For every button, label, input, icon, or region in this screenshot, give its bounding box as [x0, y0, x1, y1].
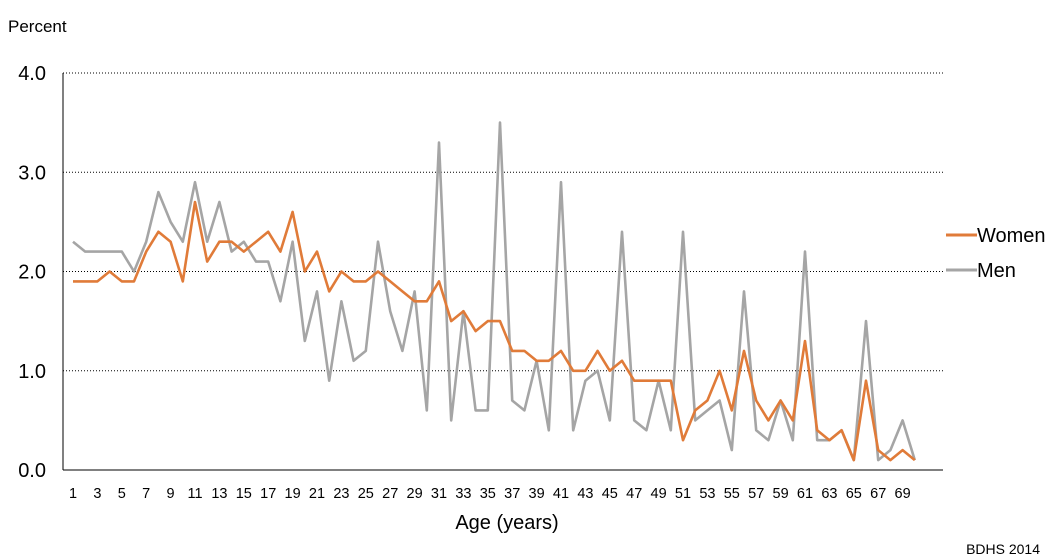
x-tick-label: 35: [480, 486, 496, 502]
x-tick-label: 45: [602, 486, 618, 502]
x-tick-label: 59: [773, 486, 789, 502]
x-tick-label: 55: [724, 486, 740, 502]
legend-label-women: Women: [977, 225, 1046, 247]
x-tick-label: 37: [504, 486, 520, 502]
y-tick-label: 2.0: [18, 262, 46, 284]
x-tick-label: 53: [699, 486, 715, 502]
y-tick-label: 0.0: [18, 460, 46, 482]
source-note: BDHS 2014: [966, 541, 1040, 557]
x-tick-label: 33: [455, 486, 471, 502]
x-tick-label: 9: [167, 486, 175, 502]
x-tick-label: 49: [651, 486, 667, 502]
x-tick-label: 29: [407, 486, 423, 502]
x-axis-label: Age (years): [455, 512, 558, 534]
x-tick-label: 31: [431, 486, 447, 502]
series-line-men: [72, 121, 917, 462]
x-tick-label: 57: [748, 486, 764, 502]
x-tick-label: 67: [870, 486, 886, 502]
x-tick-label: 43: [577, 486, 593, 502]
x-tick-label: 19: [285, 486, 301, 502]
y-tick-label: 4.0: [18, 63, 46, 85]
x-tick-label: 13: [211, 486, 227, 502]
x-tick-label: 63: [821, 486, 837, 502]
legend: Women Men: [946, 225, 1046, 282]
x-tick-label: 17: [260, 486, 276, 502]
y-tick-label: 3.0: [18, 162, 46, 184]
series-line-women: [73, 200, 916, 462]
y-axis-label: Percent: [8, 17, 67, 36]
x-tick-label: 15: [236, 486, 252, 502]
x-tick-label: 21: [309, 486, 325, 502]
x-tick-label: 11: [187, 486, 202, 502]
x-tick-label: 23: [333, 486, 349, 502]
x-tick-label: 47: [626, 486, 642, 502]
x-tick-label: 41: [553, 486, 569, 502]
x-tick-label: 61: [797, 486, 813, 502]
x-tick-label: 27: [382, 486, 398, 502]
x-tick-label: 51: [675, 486, 691, 502]
x-tick-label: 65: [846, 486, 862, 502]
x-tick-label: 3: [93, 486, 101, 502]
x-tick-label: 1: [69, 486, 77, 502]
series-lines: [72, 121, 917, 462]
gridlines: [62, 72, 943, 471]
legend-label-men: Men: [977, 260, 1016, 282]
x-tick-label: 25: [358, 486, 374, 502]
x-tick-label: 39: [529, 486, 545, 502]
x-tick-labels: 1 3 5 7 9 11 13 15 17 19 21 23 25 27 29 31 33 35 37 39 41 43 4…: [69, 486, 911, 502]
x-tick-label: 69: [895, 486, 911, 502]
y-tick-labels: 0.0 1.0 2.0 3.0 4.0: [18, 63, 46, 482]
y-tick-label: 1.0: [18, 361, 46, 383]
x-tick-label: 5: [118, 486, 126, 502]
x-tick-label: 7: [142, 486, 150, 502]
